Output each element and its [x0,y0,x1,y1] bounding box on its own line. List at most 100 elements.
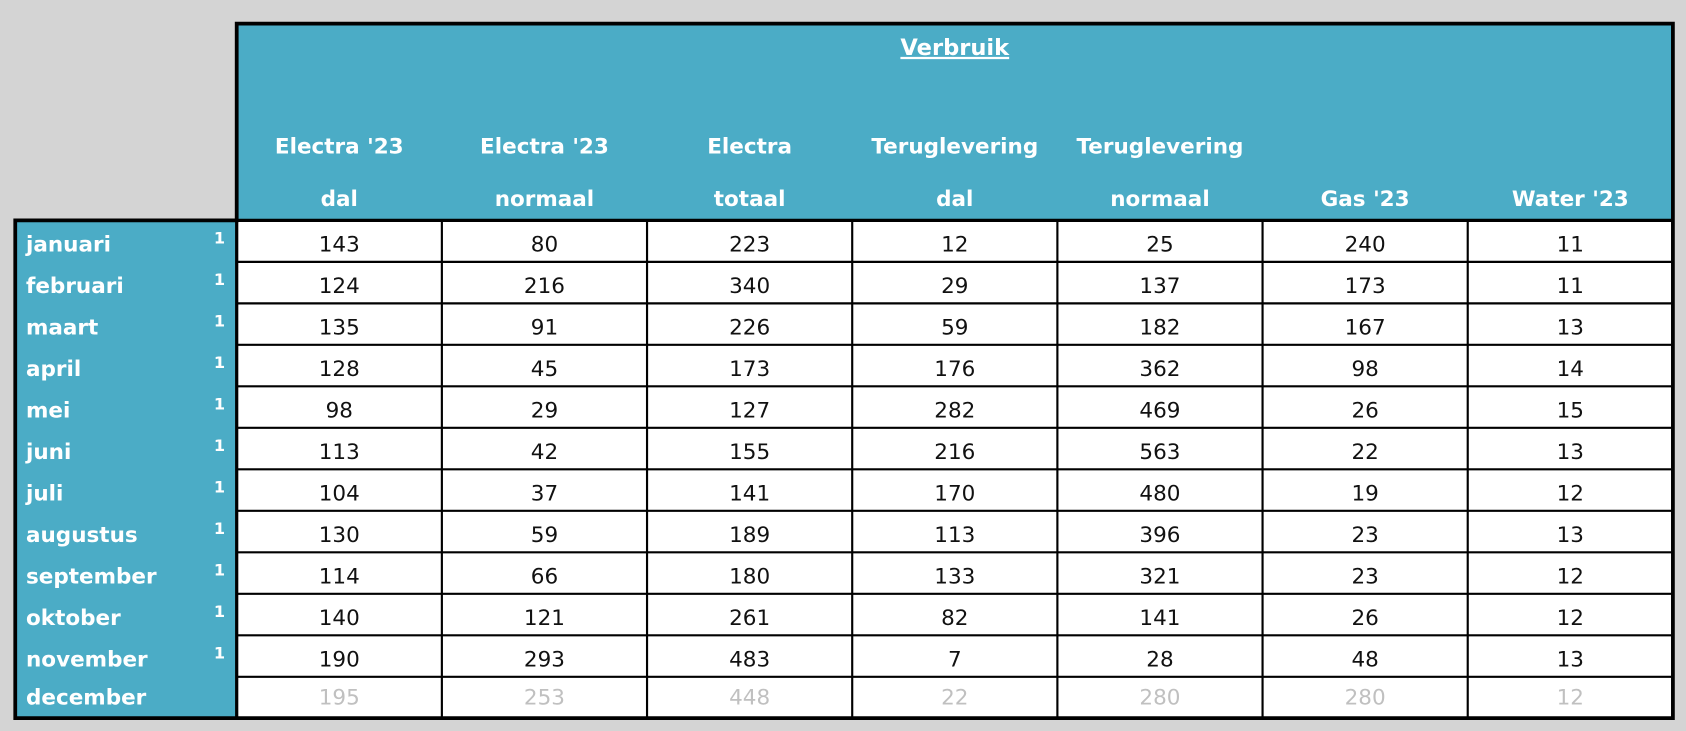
cell-value: 135 [319,315,360,340]
cell-value: 98 [326,398,353,423]
cell-value: 15 [1557,398,1584,423]
cell-value: 37 [531,481,558,506]
row-marker: 1 [214,436,225,455]
cell-value: 127 [729,398,770,423]
cell-value: 480 [1139,481,1180,506]
cell-value: 59 [531,523,558,548]
cell-value: 282 [934,398,975,423]
row-label: maart [26,315,98,340]
cell-value: 170 [934,481,975,506]
column-header: Electra '23 [480,134,609,159]
column-header: dal [321,187,358,212]
cell-value: 226 [729,315,770,340]
cell-value: 176 [934,357,975,382]
cell-value: 26 [1351,398,1378,423]
cell-value: 42 [531,440,558,465]
cell-value: 261 [729,606,770,631]
label-column [15,220,237,719]
cell-value: 340 [729,274,770,299]
column-header: Teruglevering [1077,134,1244,159]
row-label: november [26,647,148,672]
row-marker: 1 [214,560,225,579]
cell-value: 130 [319,523,360,548]
cell-value: 13 [1557,315,1584,340]
row-label: december [26,686,147,711]
cell-value: 216 [934,440,975,465]
cell-value: 173 [729,357,770,382]
column-header: Gas '23 [1321,187,1410,212]
cell-value: 280 [1345,686,1386,711]
cell-value: 121 [524,606,565,631]
row-marker: 1 [214,353,225,372]
cell-value: 293 [524,647,565,672]
cell-value: 13 [1557,523,1584,548]
column-header: Electra '23 [275,134,404,159]
cell-value: 7 [948,647,962,672]
cell-value: 321 [1139,564,1180,589]
column-header: totaal [714,187,786,212]
cell-value: 59 [941,315,968,340]
cell-value: 180 [729,564,770,589]
cell-value: 29 [531,398,558,423]
row-marker: 1 [214,519,225,538]
row-marker: 1 [214,394,225,413]
cell-value: 113 [319,440,360,465]
cell-value: 66 [531,564,558,589]
cell-value: 216 [524,274,565,299]
cell-value: 13 [1557,440,1584,465]
header-title: Verbruik [900,35,1010,61]
cell-value: 182 [1139,315,1180,340]
cell-value: 29 [941,274,968,299]
cell-value: 240 [1345,232,1386,257]
cell-value: 23 [1351,564,1378,589]
outer-border [13,21,1675,720]
cell-value: 11 [1557,274,1584,299]
cell-value: 137 [1139,274,1180,299]
cell-value: 114 [319,564,360,589]
cell-value: 11 [1557,232,1584,257]
cell-value: 223 [729,232,770,257]
cell-value: 253 [524,686,565,711]
cell-value: 98 [1351,357,1378,382]
cell-value: 128 [319,357,360,382]
row-label: juli [25,481,63,506]
column-header: normaal [1110,187,1209,212]
cell-value: 12 [941,232,968,257]
cell-value: 19 [1351,481,1378,506]
cell-value: 141 [729,481,770,506]
cell-value: 12 [1557,606,1584,631]
cell-value: 22 [941,686,968,711]
cell-value: 563 [1139,440,1180,465]
cell-value: 362 [1139,357,1180,382]
cell-value: 140 [319,606,360,631]
row-marker: 1 [214,643,225,662]
column-header: Teruglevering [871,134,1038,159]
column-header: normaal [495,187,594,212]
cell-value: 469 [1139,398,1180,423]
cell-value: 26 [1351,606,1378,631]
cell-value: 396 [1139,523,1180,548]
row-marker: 1 [214,270,225,289]
cell-value: 23 [1351,523,1378,548]
cell-value: 14 [1557,357,1584,382]
cell-value: 91 [531,315,558,340]
column-header: Water '23 [1512,187,1629,212]
row-marker: 1 [214,228,225,247]
column-header: dal [936,187,973,212]
cell-value: 25 [1146,232,1173,257]
cell-value: 22 [1351,440,1378,465]
cell-value: 113 [934,523,975,548]
cell-value: 13 [1557,647,1584,672]
cell-value: 133 [934,564,975,589]
row-label: april [26,357,81,382]
column-header: Electra [707,134,792,159]
cell-value: 195 [319,686,360,711]
cell-value: 48 [1351,647,1378,672]
row-marker: 1 [214,602,225,621]
row-label: mei [26,398,70,423]
cell-value: 143 [319,232,360,257]
row-marker: 1 [214,311,225,330]
cell-value: 12 [1557,686,1584,711]
cell-value: 141 [1139,606,1180,631]
